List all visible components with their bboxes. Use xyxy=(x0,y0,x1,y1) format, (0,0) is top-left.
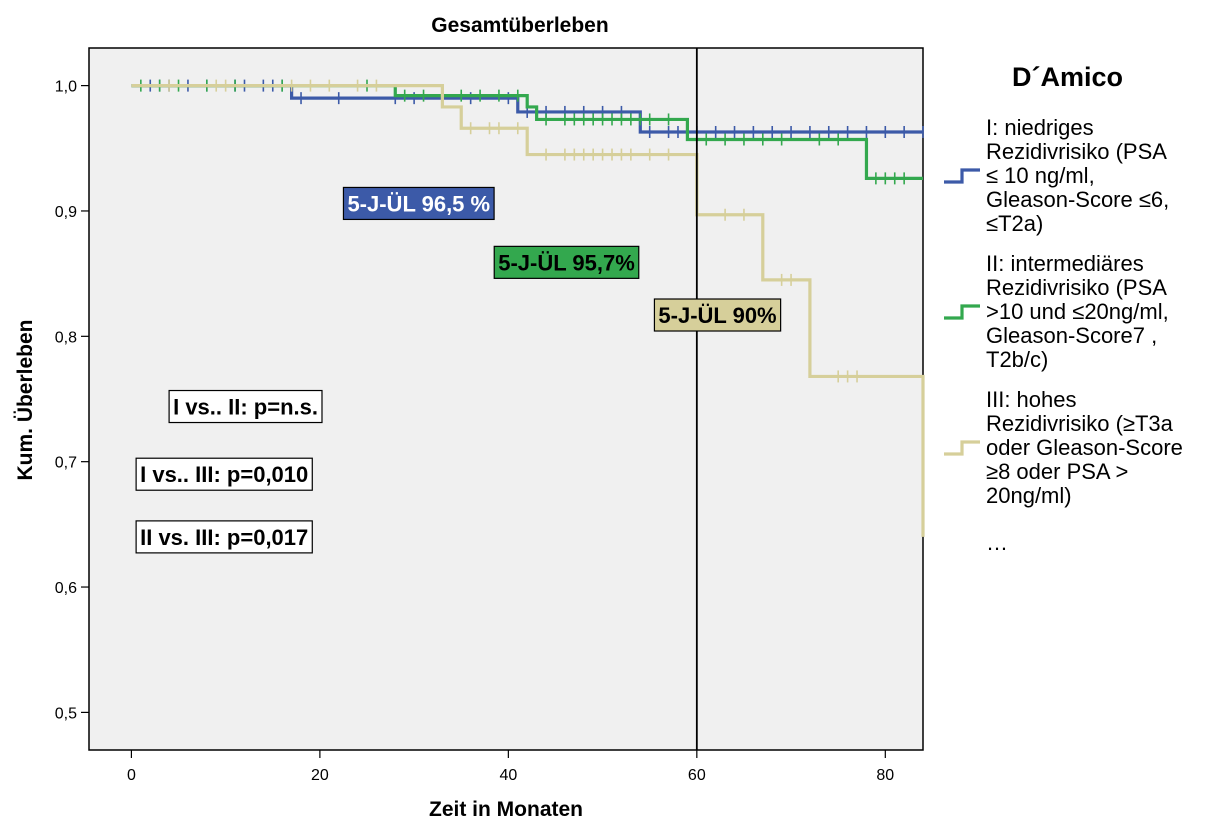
annotation-bg xyxy=(342,186,495,221)
x-tick-label: 20 xyxy=(311,767,329,784)
annotation-box: I vs.. III: p=0,010 xyxy=(135,457,313,491)
legend-line: Gleason-Score ≤6, xyxy=(986,187,1170,212)
legend-line: oder Gleason-Score xyxy=(986,435,1183,460)
y-tick-label: 0,9 xyxy=(55,204,77,221)
annotation-box: 5-J-ÜL 95,7% xyxy=(493,245,640,279)
legend-item-3: III: hohes Rezidivrisiko (≥T3a oder Gleaso… xyxy=(986,388,1226,508)
annotation-box: I vs.. II: p=n.s. xyxy=(168,389,323,424)
annotation-bg xyxy=(168,389,323,424)
annotation-bg xyxy=(653,298,782,332)
legend-line: >10 und ≤20ng/ml, xyxy=(986,299,1169,324)
annotation-text: II vs. III: p=0,017 xyxy=(140,525,308,550)
legend-more: … xyxy=(986,530,1008,555)
annotation-box: 5-J-ÜL 90% xyxy=(653,298,782,332)
annotation-text: 5-J-ÜL 95,7% xyxy=(498,250,635,275)
x-tick-label: 40 xyxy=(499,767,517,784)
legend-item-1: I: niedriges Rezidivrisiko (PSA ≤ 10 ng/ml… xyxy=(986,116,1226,236)
legend-line: III: hohes xyxy=(986,387,1077,412)
legend-line: Rezidivrisiko (PSA xyxy=(986,275,1167,300)
y-tick-label: 0,8 xyxy=(55,329,77,346)
y-tick-label: 0,6 xyxy=(55,580,77,597)
x-axis: 0 20 40 60 80 xyxy=(127,750,894,784)
legend-swatch xyxy=(944,304,980,320)
x-tick-label: 80 xyxy=(876,767,894,784)
y-axis: 0,5 0,6 0,7 0,8 0,9 1,0 xyxy=(55,79,89,722)
legend-line: I: niedriges xyxy=(986,115,1094,140)
annotation-text: 5-J-ÜL 96,5 % xyxy=(347,191,490,216)
x-tick-label: 60 xyxy=(688,767,706,784)
annotation-bg xyxy=(135,520,313,554)
y-tick-label: 0,7 xyxy=(55,455,77,472)
x-tick-label: 0 xyxy=(127,767,136,784)
legend-title: D´Amico xyxy=(1012,62,1124,92)
series-line xyxy=(131,84,923,180)
x-axis-label: Zeit in Monaten xyxy=(429,798,583,821)
legend-line: Rezidivrisiko (PSA xyxy=(986,139,1167,164)
annotations: 5-J-ÜL 96,5 % 5-J-ÜL 95,7% 5-J-ÜL 90% I vs.… xyxy=(135,186,782,554)
y-axis-label: Kum. Überleben xyxy=(14,319,37,480)
legend-swatch xyxy=(944,440,980,456)
legend-line: ≤ 10 ng/ml, xyxy=(986,163,1095,188)
legend-line: T2b/c) xyxy=(986,347,1049,372)
legend-line: II: intermediäres xyxy=(986,251,1144,276)
annotation-bg xyxy=(135,457,313,491)
legend-line: ≥8 oder PSA > xyxy=(986,459,1129,484)
legend-line: ≤T2a) xyxy=(986,211,1044,236)
y-tick-label: 0,5 xyxy=(55,705,77,722)
chart-title: Gesamtüberleben xyxy=(431,14,609,37)
annotation-text: I vs.. III: p=0,010 xyxy=(140,462,308,487)
legend-line: 20ng/ml) xyxy=(986,483,1072,508)
legend-swatches xyxy=(944,168,980,456)
legend-swatch xyxy=(944,168,980,184)
y-tick-label: 1,0 xyxy=(55,79,77,96)
annotation-bg xyxy=(493,245,640,279)
legend-item-2: II: intermediäres Rezidivrisiko (PSA >10 u… xyxy=(986,252,1226,372)
annotation-text: 5-J-ÜL 90% xyxy=(658,303,776,328)
annotation-text: I vs.. II: p=n.s. xyxy=(173,395,318,420)
annotation-box: 5-J-ÜL 96,5 % xyxy=(342,186,495,221)
legend-line: Gleason-Score7 , xyxy=(986,323,1158,348)
annotation-box: II vs. III: p=0,017 xyxy=(135,520,313,554)
legend-line: Rezidivrisiko (≥T3a xyxy=(986,411,1173,436)
